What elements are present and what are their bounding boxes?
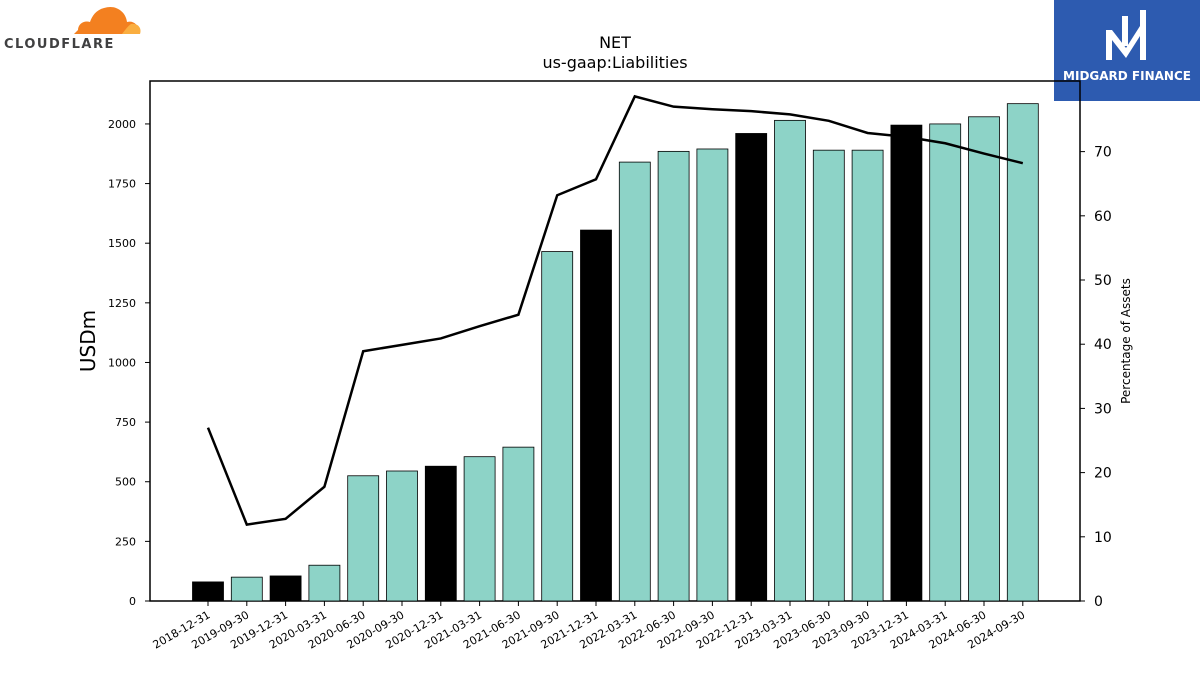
bar-2022-06-30 bbox=[657, 150, 690, 602]
y2-tick-label: 60 bbox=[1094, 209, 1112, 225]
bar-2023-03-31 bbox=[774, 119, 806, 602]
bar-2019-12-31 bbox=[269, 575, 302, 602]
y-tick-label: 0 bbox=[129, 595, 136, 608]
bar-2021-06-30 bbox=[502, 446, 535, 602]
bar-2024-03-31 bbox=[929, 123, 962, 602]
y-tick-label: 750 bbox=[115, 416, 136, 429]
y2-tick-label: 20 bbox=[1094, 466, 1112, 482]
y2-tick-label: 10 bbox=[1094, 530, 1112, 546]
cloudflare-logo-text: CLOUDFLARE bbox=[4, 37, 115, 52]
percentage-line bbox=[206, 94, 1024, 526]
midgard-mark-icon bbox=[1106, 10, 1146, 60]
cloud-icon bbox=[74, 6, 141, 34]
midgard-finance-logo: MIDGARD FINANCE bbox=[1054, 0, 1200, 101]
y-tick-label: 2000 bbox=[108, 118, 136, 131]
bar-2024-09-30 bbox=[1006, 103, 1039, 602]
bar-2022-03-31 bbox=[618, 161, 651, 602]
bar-2020-03-31 bbox=[308, 564, 341, 602]
bar-2023-06-30 bbox=[812, 149, 845, 602]
y-axis-label: USDm bbox=[76, 310, 100, 372]
bar-2023-09-30 bbox=[851, 149, 884, 602]
bar-2020-09-30 bbox=[386, 470, 418, 602]
midgard-finance-logo-text: MIDGARD FINANCE bbox=[1063, 69, 1191, 83]
y-tick-label: 250 bbox=[115, 535, 136, 548]
bar-2020-06-30 bbox=[347, 475, 380, 602]
bar-2018-12-31 bbox=[192, 581, 224, 602]
y-tick-label: 1500 bbox=[108, 237, 136, 250]
chart-subtitle: us-gaap:Liabilities bbox=[542, 53, 687, 72]
bar-2023-12-31 bbox=[890, 124, 923, 602]
bar-2021-03-31 bbox=[463, 456, 496, 602]
bar-2020-12-31 bbox=[424, 465, 457, 602]
plot-frame bbox=[149, 80, 1081, 602]
y2-tick-label: 30 bbox=[1094, 401, 1112, 417]
y2-tick-label: 40 bbox=[1094, 337, 1112, 353]
bar-2019-09-30 bbox=[230, 576, 263, 602]
y-tick-label: 1250 bbox=[108, 297, 136, 310]
cloudflare-logo: CLOUDFLARE bbox=[4, 4, 144, 54]
bar-2021-12-31 bbox=[580, 229, 612, 602]
y2-tick-label: 70 bbox=[1094, 145, 1112, 161]
bar-2021-09-30 bbox=[541, 251, 574, 602]
y2-tick-label: 0 bbox=[1094, 594, 1103, 610]
y2-tick-label: 50 bbox=[1094, 273, 1112, 289]
y-tick-label: 1000 bbox=[108, 356, 136, 369]
bar-2024-06-30 bbox=[968, 116, 1000, 602]
bar-2022-09-30 bbox=[696, 148, 729, 602]
y2-axis-label: Percentage of Assets bbox=[1119, 278, 1133, 404]
bar-2022-12-31 bbox=[735, 133, 768, 602]
chart-title: NET bbox=[599, 33, 631, 52]
plot-area: 0 250 500 750 1000 1250 1500 1750 2000 0 10 20 30 40 5… bbox=[108, 80, 1112, 652]
y-tick-label: 1750 bbox=[108, 178, 136, 191]
y-tick-label: 500 bbox=[115, 476, 136, 489]
